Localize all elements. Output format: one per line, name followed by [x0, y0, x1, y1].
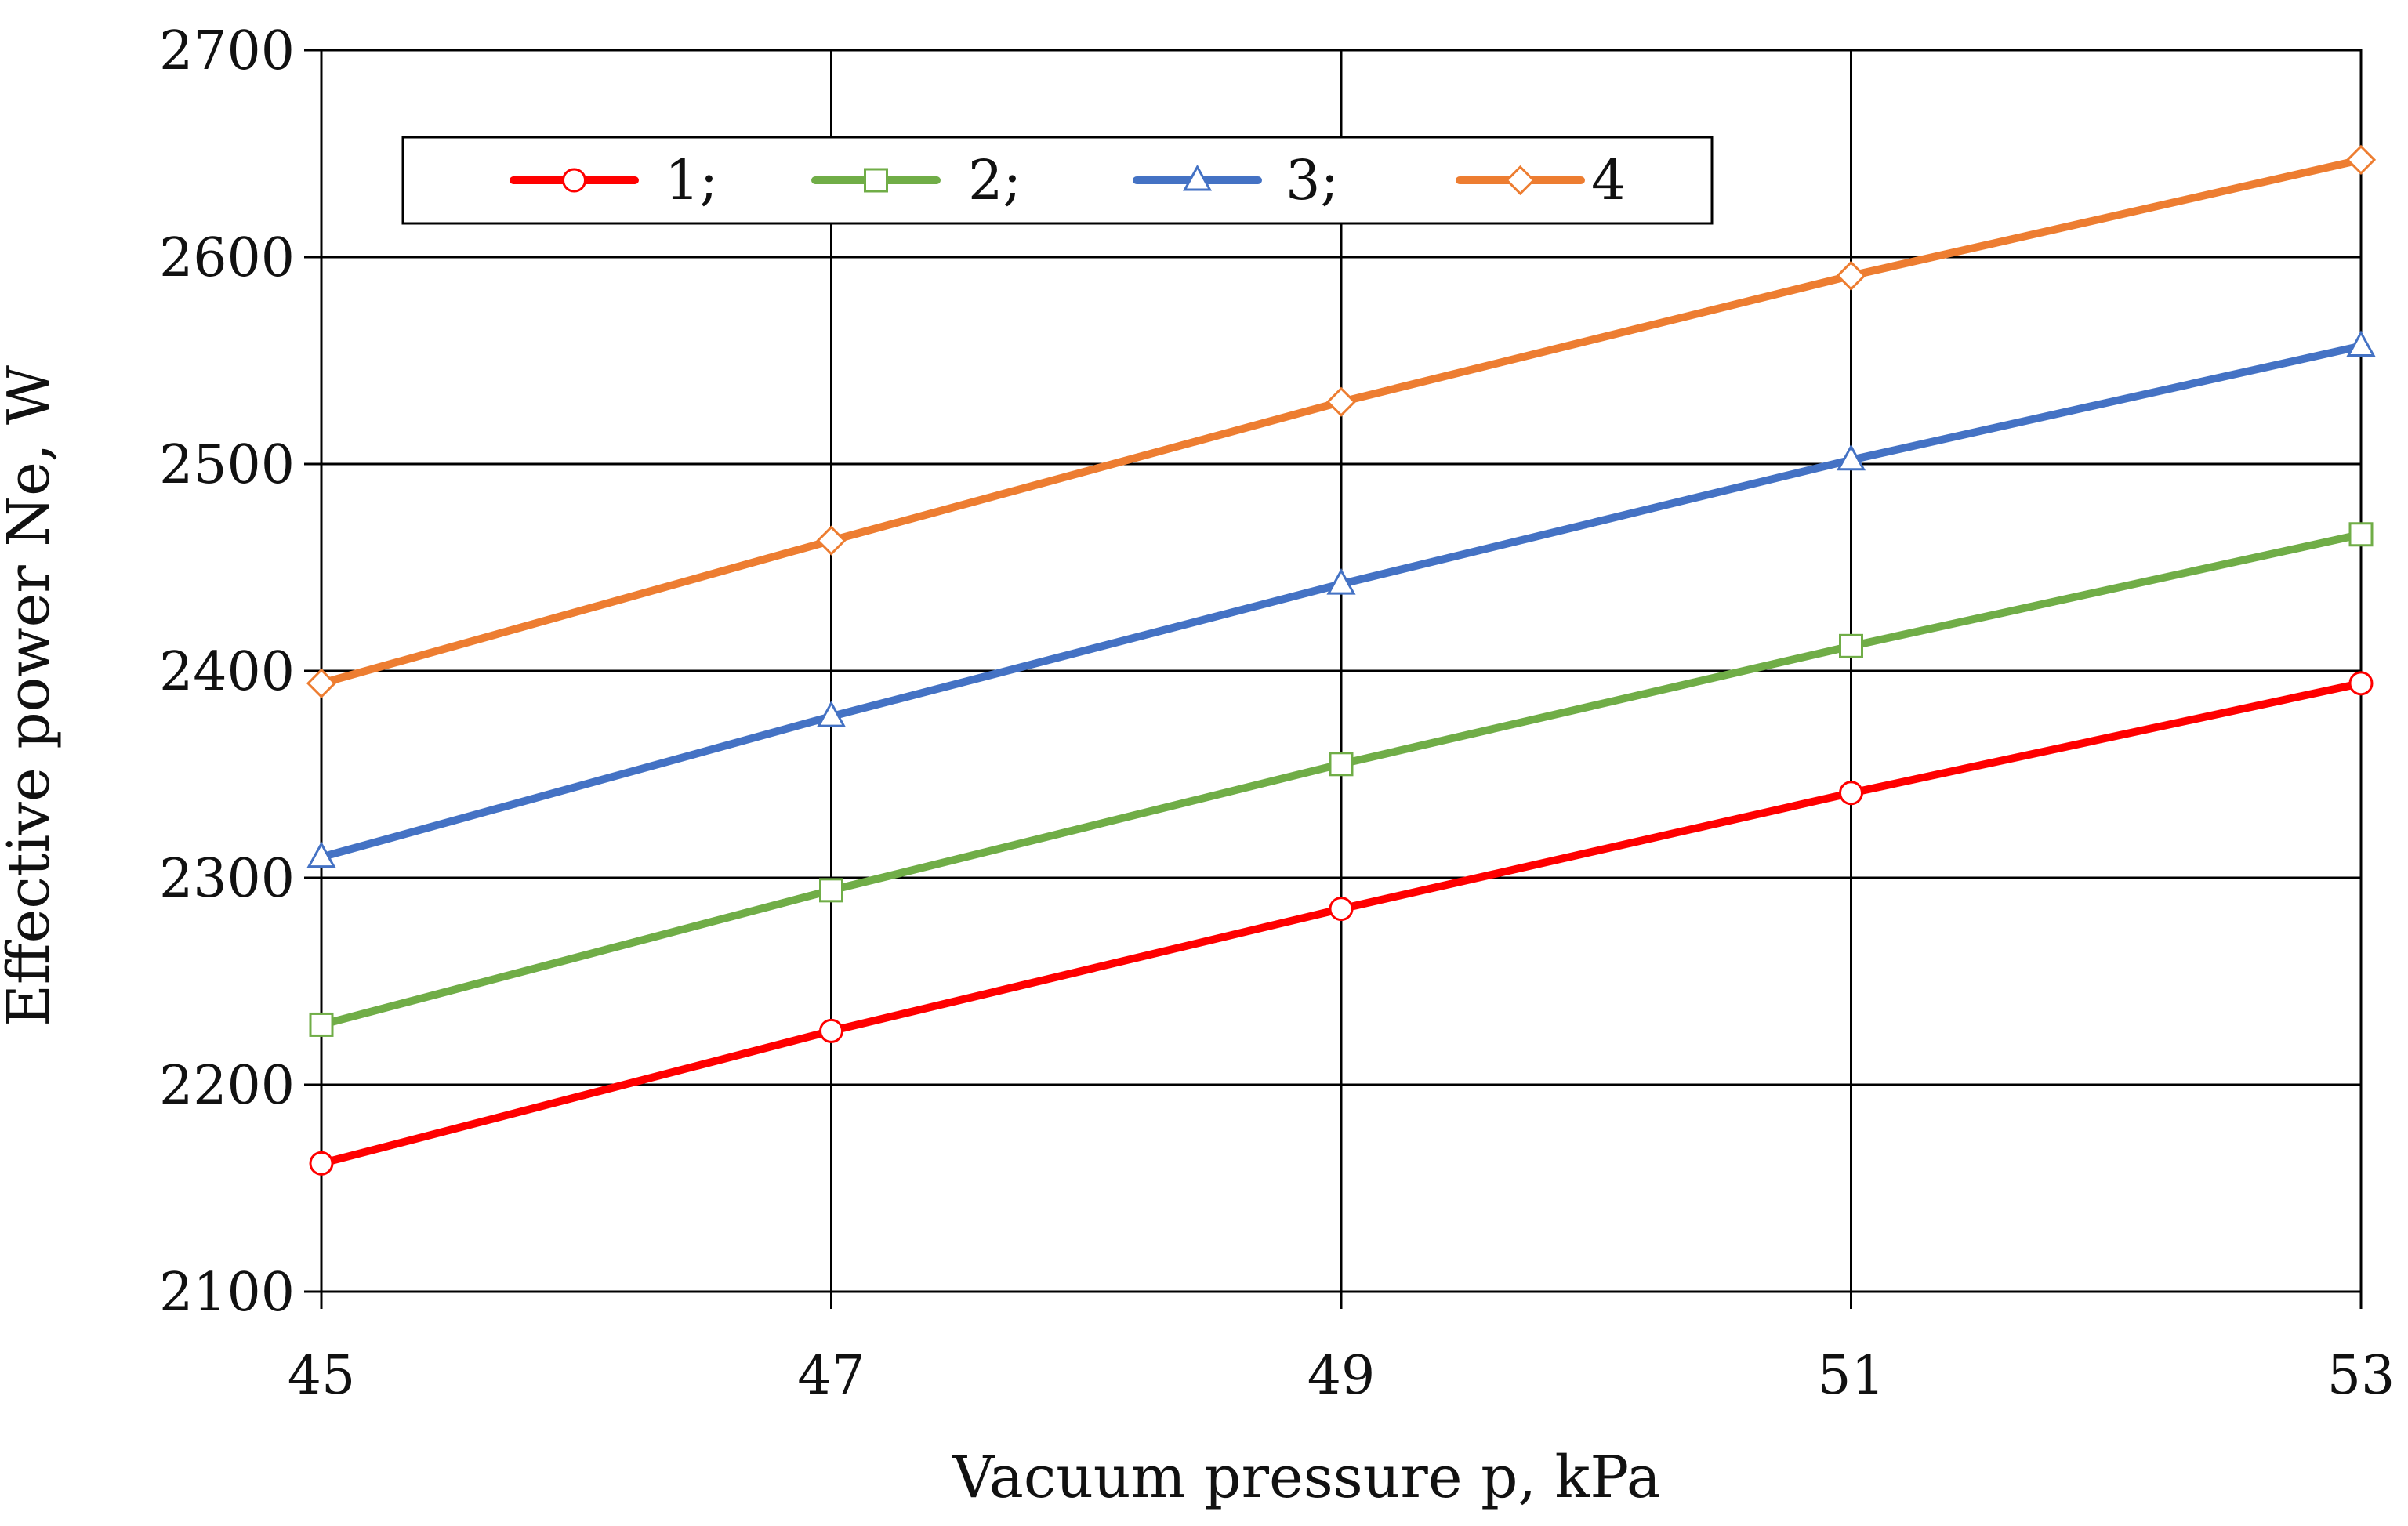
x-tick-label: 53	[2327, 1345, 2395, 1407]
data-point-series-2	[1839, 633, 1863, 658]
x-tick-label: 51	[1817, 1345, 1885, 1407]
legend-marker	[1505, 165, 1536, 196]
y-tick-label: 2200	[159, 1055, 295, 1117]
legend-marker	[864, 168, 888, 193]
legend-item-2: 2;	[811, 148, 1021, 212]
legend: 1; 2; 3; 4	[401, 136, 1714, 225]
y-tick-label: 2600	[159, 227, 295, 289]
legend-marker	[1182, 164, 1213, 191]
legend-label: 4	[1591, 148, 1626, 212]
legend-item-4: 4	[1456, 148, 1626, 212]
data-point-series-3	[2346, 330, 2376, 357]
tick-labels: 2100 2200 2300 2400 2500 2600 2700 45 47 49 51 53	[159, 20, 2395, 1407]
data-point-series-1	[1329, 897, 1354, 922]
x-axis-title: Vacuum pressure p, kPa	[952, 1444, 1661, 1511]
y-tick-label: 2400	[159, 641, 295, 703]
y-tick-label: 2500	[159, 434, 295, 496]
data-point-series-4	[1836, 260, 1866, 291]
data-point-series-3	[1836, 444, 1866, 471]
legend-label: 2;	[968, 148, 1021, 212]
data-point-series-4	[816, 525, 847, 556]
y-tick-label: 2700	[159, 20, 295, 82]
x-tick-label: 45	[288, 1345, 356, 1407]
legend-marker	[562, 168, 586, 193]
legend-item-3: 3;	[1133, 148, 1339, 212]
data-point-series-2	[1329, 752, 1354, 777]
x-tick-label: 47	[797, 1345, 865, 1407]
legend-item-1: 1;	[510, 148, 718, 212]
data-point-series-2	[309, 1012, 334, 1037]
y-tick-label: 2100	[159, 1262, 295, 1324]
y-tick-label: 2300	[159, 848, 295, 910]
legend-label: 3;	[1286, 148, 1339, 212]
data-point-series-2	[819, 878, 843, 903]
data-point-series-1	[1839, 781, 1863, 806]
data-point-series-1	[2348, 671, 2374, 696]
data-point-series-4	[1325, 386, 1357, 417]
data-point-series-3	[1326, 568, 1356, 595]
series-markers	[306, 144, 2377, 1176]
y-axis-title: Effective power Ne, W	[0, 365, 63, 1027]
data-point-series-1	[309, 1151, 334, 1176]
data-point-series-4	[306, 668, 337, 698]
data-point-series-3	[306, 841, 336, 868]
legend-label: 1;	[665, 148, 718, 212]
data-point-series-4	[2345, 144, 2377, 176]
data-point-series-2	[2348, 522, 2374, 547]
x-tick-label: 49	[1307, 1345, 1376, 1407]
data-point-series-1	[819, 1018, 843, 1043]
grid	[304, 49, 2363, 1309]
data-point-series-3	[816, 700, 847, 727]
